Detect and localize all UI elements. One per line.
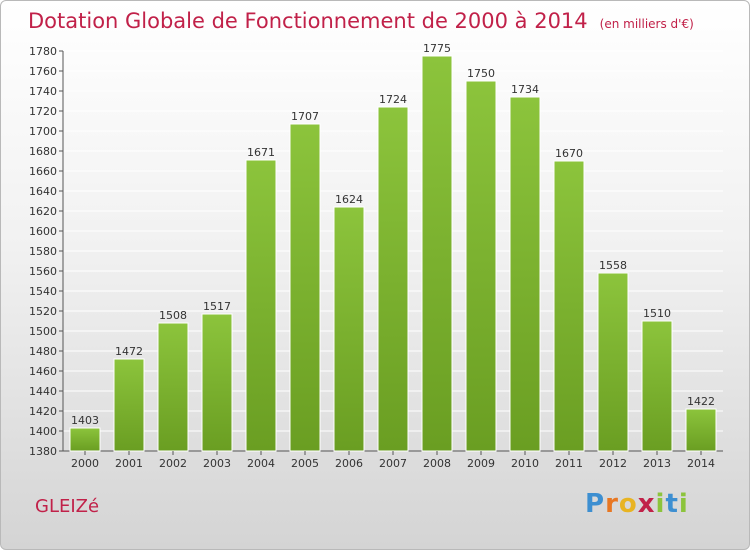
y-tick-label: 1460 [29,365,57,378]
bar [289,123,321,452]
chart-subtitle: (en milliers d'€) [599,17,694,31]
logo-letter: x [637,489,656,519]
logo-letter: i [655,489,666,519]
x-tick-label: 2009 [467,457,495,470]
bar [465,80,497,452]
y-tick-label: 1520 [29,305,57,318]
bar-value-label: 1734 [511,83,539,96]
x-tick-label: 2010 [511,457,539,470]
y-tick-label: 1420 [29,405,57,418]
x-tick-label: 2006 [335,457,363,470]
bar [597,272,629,452]
x-tick-label: 2000 [71,457,99,470]
x-tick-label: 2014 [687,457,715,470]
y-tick-label: 1640 [29,185,57,198]
y-tick-label: 1560 [29,265,57,278]
x-tick-label: 2007 [379,457,407,470]
x-tick-label: 2013 [643,457,671,470]
bar-value-label: 1670 [555,147,583,160]
logo-letter: i [678,489,689,519]
y-tick-label: 1780 [29,45,57,58]
proxiti-logo[interactable]: Proxiti [585,489,689,519]
y-tick-label: 1540 [29,285,57,298]
x-tick-label: 2002 [159,457,187,470]
bar [509,96,541,452]
y-tick-label: 1580 [29,245,57,258]
bar-value-label: 1750 [467,67,495,80]
x-tick-label: 2012 [599,457,627,470]
logo-letter: o [618,489,638,519]
bar-value-label: 1472 [115,345,143,358]
logo-letter: P [585,489,606,519]
bar [685,408,717,452]
bar-value-label: 1558 [599,259,627,272]
y-tick-label: 1680 [29,145,57,158]
bar-value-label: 1724 [379,93,407,106]
bar [157,322,189,452]
y-tick-label: 1480 [29,345,57,358]
x-tick-label: 2011 [555,457,583,470]
y-tick-label: 1700 [29,125,57,138]
x-tick-label: 2001 [115,457,143,470]
bar-value-label: 1508 [159,309,187,322]
x-tick-label: 2003 [203,457,231,470]
y-tick-label: 1760 [29,65,57,78]
bar-value-label: 1671 [247,146,275,159]
bar [641,320,673,452]
y-tick-label: 1720 [29,105,57,118]
bar-value-label: 1707 [291,110,319,123]
y-tick-label: 1500 [29,325,57,338]
y-tick-label: 1660 [29,165,57,178]
bar-value-label: 1517 [203,300,231,313]
bar-value-label: 1403 [71,414,99,427]
bar [113,358,145,452]
bar [421,55,453,452]
bar-value-label: 1510 [643,307,671,320]
logo-letter: r [605,489,619,519]
logo-letter: t [665,489,679,519]
bar [245,159,277,452]
bar-value-label: 1624 [335,193,363,206]
bar-value-label: 1422 [687,395,715,408]
y-tick-label: 1600 [29,225,57,238]
x-tick-label: 2004 [247,457,275,470]
bar [377,106,409,452]
x-tick-label: 2005 [291,457,319,470]
y-tick-label: 1740 [29,85,57,98]
x-tick-label: 2008 [423,457,451,470]
y-tick-label: 1620 [29,205,57,218]
y-tick-label: 1380 [29,445,57,458]
chart-title: Dotation Globale de Fonctionnement de 20… [28,9,588,33]
bar-value-label: 1775 [423,42,451,55]
y-tick-label: 1400 [29,425,57,438]
bar [201,313,233,452]
town-name: GLEIZé [35,496,100,517]
bar [553,160,585,452]
y-tick-label: 1440 [29,385,57,398]
bar [333,206,365,452]
bar [69,427,101,452]
chart-title-block: Dotation Globale de Fonctionnement de 20… [28,9,694,33]
